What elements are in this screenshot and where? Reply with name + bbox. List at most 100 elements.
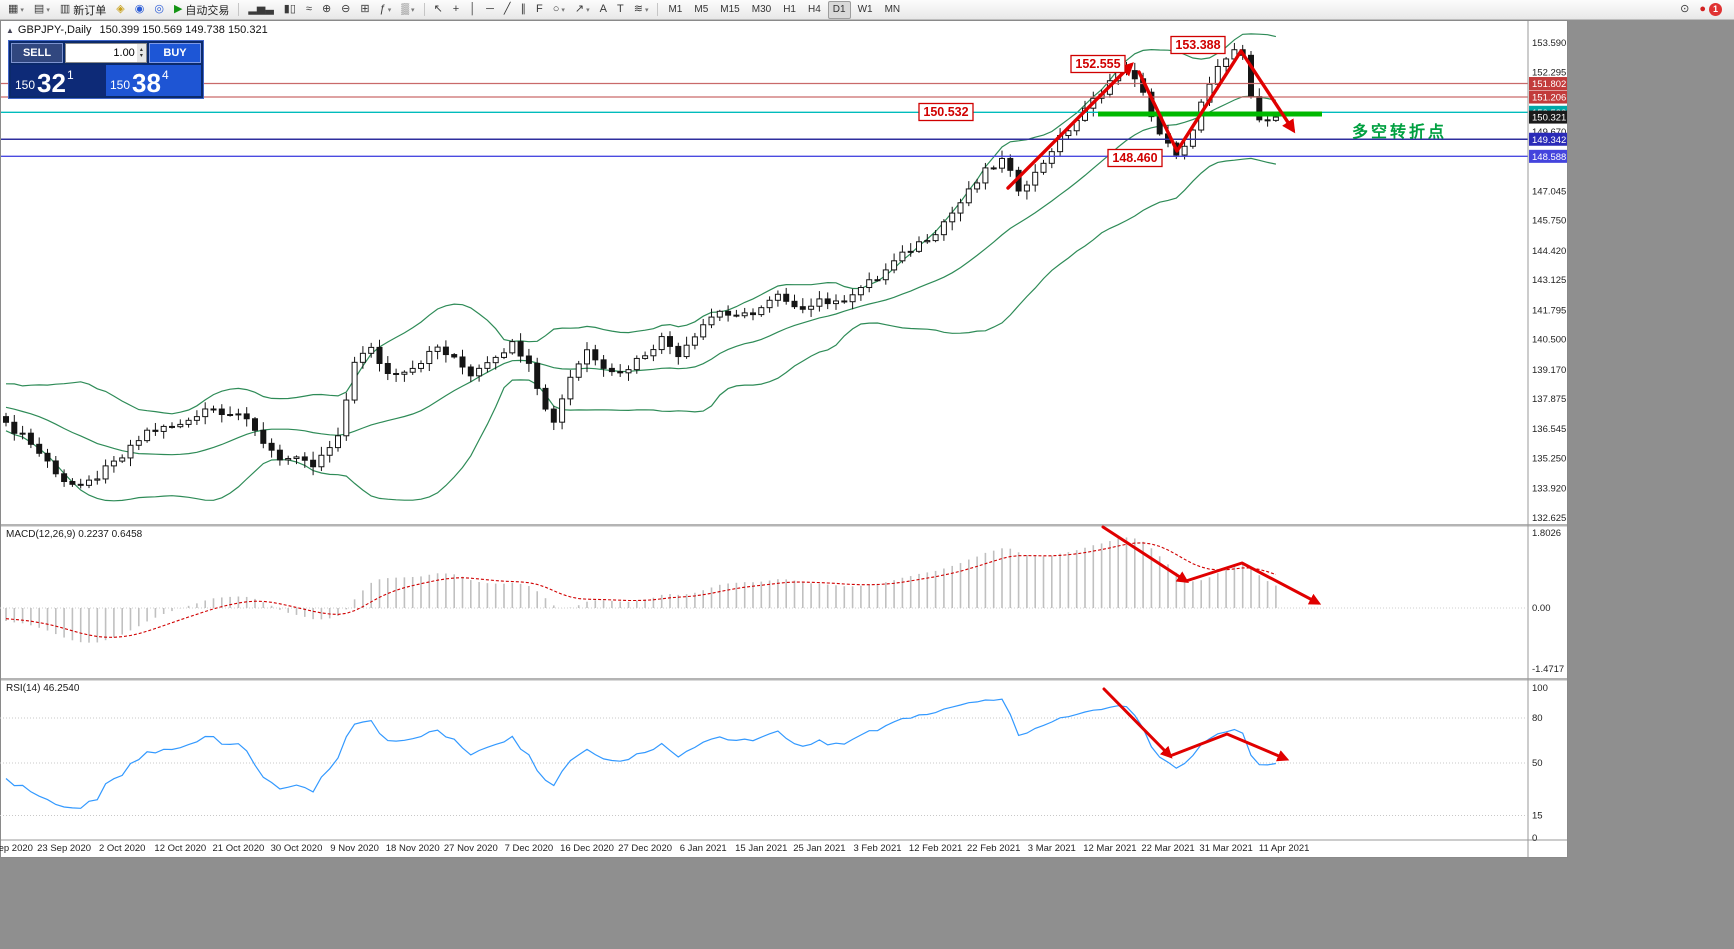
caret-down-icon: ▾ (561, 6, 565, 14)
svg-text:30 Oct 2020: 30 Oct 2020 (271, 843, 323, 854)
panel-divider[interactable] (0, 678, 1568, 681)
tile-windows-button[interactable]: ⊞ (356, 1, 373, 19)
timeframe-h1-button[interactable]: H1 (783, 4, 796, 15)
svg-text:148.588: 148.588 (1532, 152, 1566, 163)
svg-text:135.250: 135.250 (1532, 454, 1566, 465)
zoom-out-button[interactable]: ⊖ (337, 1, 354, 19)
one-click-panel-toggle-icon[interactable]: ▲ (6, 26, 14, 35)
fibonacci-button[interactable]: F (532, 1, 547, 19)
svg-text:27 Nov 2020: 27 Nov 2020 (444, 843, 498, 854)
price-annotation[interactable]: 148.460 (1107, 148, 1163, 168)
volume-down-icon[interactable]: ▾ (139, 53, 143, 59)
timeframe-m1-button[interactable]: M1 (668, 4, 683, 15)
search-button[interactable]: ⊙ (1676, 1, 1693, 19)
chart-grid-button[interactable]: ▒ ▾ (397, 1, 418, 19)
shapes-button[interactable]: ○ ▾ (549, 1, 569, 19)
new-order-button[interactable]: ▥ 新订单 (56, 1, 110, 19)
rsi-line (5, 698, 1276, 809)
timeframe-m30-button[interactable]: M30 (751, 4, 772, 15)
profiles-button[interactable]: ▤ ▾ (30, 1, 54, 19)
new-chart-button[interactable]: ▦ ▾ (4, 1, 28, 19)
sell-button[interactable]: SELL (11, 43, 63, 63)
trendline-button[interactable]: ╱ (500, 1, 515, 19)
price-annotation[interactable]: 152.555 (1070, 54, 1126, 74)
buy-price-point: 4 (161, 68, 169, 82)
buy-price-big: 150 (110, 78, 131, 92)
trend-arrow-object[interactable] (1168, 732, 1290, 762)
buy-price[interactable]: 150 38 4 (106, 65, 201, 96)
cursor-button[interactable]: ↖ (430, 1, 447, 19)
price-axis-labels: 153.590 152.295 149.670 147.045 145.750 144.4… (1532, 38, 1566, 844)
svg-text:145.750: 145.750 (1532, 216, 1566, 227)
svg-text:3 Mar 2021: 3 Mar 2021 (1028, 843, 1076, 854)
candlestick-chart-button[interactable]: ▮▯ (280, 1, 300, 19)
notifications-icon: ● (1699, 3, 1706, 15)
buy-price-pips: 38 (132, 67, 161, 98)
svg-text:150.321: 150.321 (1532, 113, 1566, 124)
svg-text:23 Sep 2020: 23 Sep 2020 (37, 843, 91, 854)
trend-arrow-object[interactable] (1137, 49, 1296, 153)
sell-price-big: 150 (15, 78, 36, 92)
crosshair-icon: + (452, 3, 460, 15)
macd-indicator-label: MACD(12,26,9) 0.2237 0.6458 (6, 529, 143, 540)
trend-arrow-object[interactable] (1006, 62, 1134, 190)
expert-advisors-button[interactable]: ◈ (112, 1, 128, 19)
text-label-button[interactable]: T (613, 1, 628, 19)
bar-chart-button[interactable]: ▂▅▃ (244, 1, 277, 19)
time-axis[interactable] (0, 840, 1528, 858)
timeframe-mn-button[interactable]: MN (884, 4, 901, 15)
price-annotation[interactable]: 150.532 (918, 102, 974, 122)
svg-text:-1.4717: -1.4717 (1532, 664, 1564, 675)
svg-text:148.460: 148.460 (1112, 151, 1157, 165)
axis-price-badge: 151.206 (1529, 90, 1567, 104)
data-window-button[interactable]: ◎ (150, 1, 168, 19)
timeframe-d1-button[interactable]: D1 (827, 0, 851, 19)
autotrading-button[interactable]: ▶ 自动交易 (170, 1, 233, 19)
price-axis[interactable] (1528, 20, 1568, 858)
chart-note-text[interactable]: 多空转折点 (1352, 124, 1448, 141)
volume-up-icon[interactable]: ▴ (139, 47, 143, 53)
text-button[interactable]: A (596, 1, 611, 19)
timeframe-h4-button[interactable]: H4 (807, 4, 821, 15)
crosshair-button[interactable]: + (449, 1, 463, 19)
autotrading-label: 自动交易 (185, 4, 230, 17)
rsi-panel (0, 698, 1528, 816)
timeframe-w1-button[interactable]: W1 (857, 4, 873, 15)
timeframe-m15-button[interactable]: M15 (720, 4, 740, 15)
zoom-in-button[interactable]: ⊕ (318, 1, 335, 19)
panel-divider[interactable] (0, 524, 1568, 527)
caret-down-icon: ▾ (20, 6, 24, 14)
notifications-button[interactable]: ● 1 (1695, 1, 1726, 19)
fibonacci-icon: F (536, 3, 543, 15)
price-annotation[interactable]: 153.388 (1170, 35, 1226, 55)
timeframe-m5-button[interactable]: M5 (694, 4, 709, 15)
vertical-line-button[interactable]: │ (465, 1, 480, 19)
svg-text:50: 50 (1532, 758, 1543, 769)
svg-text:152.555: 152.555 (1075, 57, 1120, 71)
svg-text:22 Mar 2021: 22 Mar 2021 (1141, 843, 1194, 854)
trend-arrow-object[interactable] (1101, 525, 1190, 583)
more-lines-button[interactable]: ≋ ▾ (630, 1, 653, 19)
svg-text:0: 0 (1532, 833, 1537, 844)
volume-input[interactable] (66, 44, 137, 62)
trend-arrow-object[interactable] (1184, 561, 1322, 605)
svg-text:139.170: 139.170 (1532, 365, 1566, 376)
market-watch-button[interactable]: ◉ (131, 1, 149, 19)
svg-text:14 Sep 2020: 14 Sep 2020 (0, 843, 33, 854)
arrows-button[interactable]: ↗ ▾ (571, 1, 594, 19)
svg-text:141.795: 141.795 (1532, 305, 1566, 316)
market-watch-icon: ◉ (134, 3, 145, 15)
svg-text:7 Dec 2020: 7 Dec 2020 (505, 843, 554, 854)
line-chart-button[interactable]: ≈ (302, 1, 316, 19)
equidistant-channel-button[interactable]: ∥ (517, 1, 531, 19)
sell-price[interactable]: 150 32 1 (11, 65, 106, 96)
buy-button[interactable]: BUY (149, 43, 201, 63)
trend-arrow-object[interactable] (1102, 687, 1173, 759)
chart-ohlc-values: 150.399 150.569 149.738 150.321 (99, 24, 268, 36)
svg-text:15 Jan 2021: 15 Jan 2021 (735, 843, 787, 854)
mdi-background-bottom (0, 858, 1568, 949)
indicators-button[interactable]: ƒ ▾ (376, 1, 396, 19)
indicators-icon: ƒ (379, 3, 386, 15)
horizontal-line-button[interactable]: ─ (482, 1, 498, 19)
